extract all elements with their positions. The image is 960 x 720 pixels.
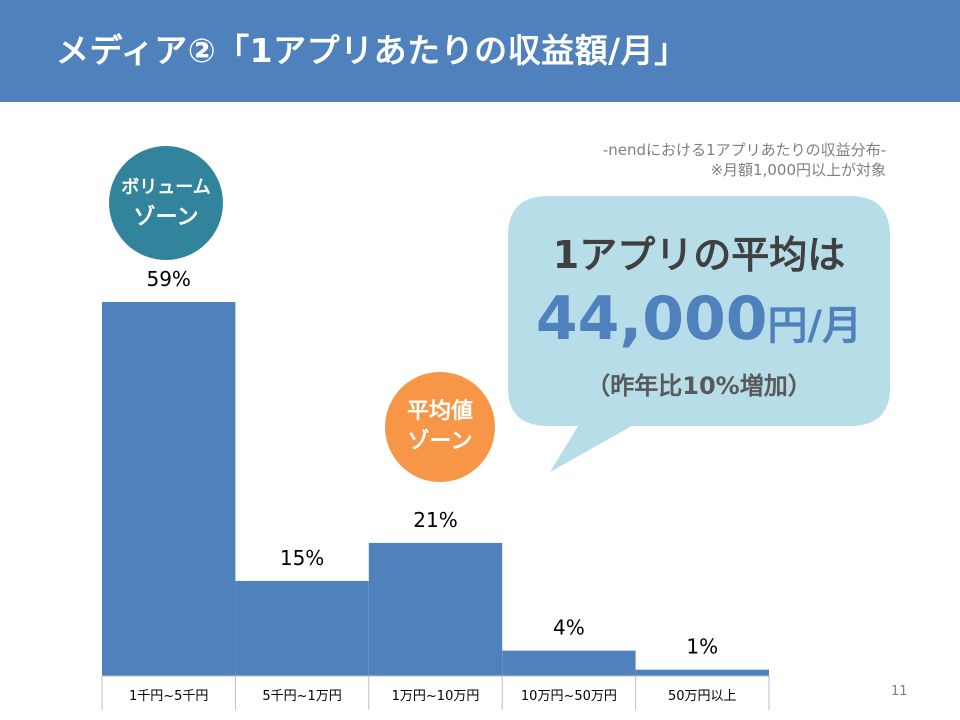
bar-3: [368, 542, 503, 676]
header-bar: メディア②「1アプリあたりの収益額/月」: [0, 0, 960, 102]
category-label-2: 5千円~1万円: [262, 689, 341, 704]
volume-badge-line-2: ゾーン: [133, 205, 199, 230]
category-label-1: 1千円~5千円: [129, 689, 208, 704]
bar-4: [502, 650, 636, 676]
data-label-2: 15%: [280, 546, 324, 570]
average-badge-line-1: 平均値: [406, 399, 473, 424]
chart-subtitle: -nendにおける1アプリあたりの収益分布- ※月額1,000円以上が対象: [603, 140, 886, 180]
data-label-5: 1%: [686, 635, 718, 659]
callout-text: 1アプリの平均は 44,000円/月 （昨年比10%増加）: [508, 196, 890, 401]
subtitle-line-2: ※月額1,000円以上が対象: [710, 161, 886, 179]
bar-1: [102, 302, 236, 676]
data-label-3: 21%: [413, 508, 457, 532]
category-label-3: 1万円~10万円: [392, 689, 480, 704]
volume-zone-badge: ボリューム ゾーン: [109, 146, 223, 260]
callout-unit: 円/月: [767, 303, 863, 349]
category-label-5: 50万円以上: [668, 689, 737, 704]
bar-5: [635, 669, 769, 676]
callout-growth: （昨年比10%増加）: [586, 372, 812, 400]
average-badge-line-2: ゾーン: [407, 429, 473, 454]
slide-title: メディア②「1アプリあたりの収益額/月」: [56, 31, 688, 70]
category-label-4: 10万円~50万円: [521, 689, 617, 704]
volume-badge-line-1: ボリューム: [121, 177, 211, 198]
callout-amount: 44,000: [535, 284, 768, 354]
bar-2: [235, 580, 369, 676]
subtitle-line-1: -nendにおける1アプリあたりの収益分布-: [602, 141, 886, 159]
callout-amount-line: 44,000円/月: [508, 287, 890, 366]
page-number: 11: [891, 684, 908, 699]
callout-shape: [508, 196, 890, 472]
callout-headline: 1アプリの平均は: [552, 233, 846, 277]
data-label-1: 59%: [146, 267, 190, 291]
data-label-4: 4%: [553, 616, 585, 640]
average-zone-badge: 平均値 ゾーン: [385, 372, 495, 482]
